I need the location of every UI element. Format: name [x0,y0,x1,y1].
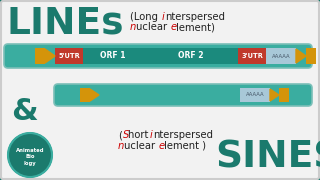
Text: lement): lement) [176,22,215,32]
Bar [240,88,270,102]
Text: hort: hort [128,130,151,140]
Text: n: n [130,22,136,32]
Text: (: ( [118,130,122,140]
Text: AAAAA: AAAAA [272,53,290,59]
Bar [80,88,90,102]
Text: S: S [123,130,129,140]
Text: i: i [162,12,165,22]
Text: LINEs: LINEs [6,6,124,42]
Bar [143,48,238,64]
Text: nterspersed: nterspersed [154,130,213,140]
Bar [35,48,45,64]
Polygon shape [270,89,279,101]
Text: i: i [150,130,153,140]
Text: logy: logy [24,161,36,165]
Text: &: & [11,98,37,127]
Text: AAAAA: AAAAA [246,93,264,98]
Text: lement ): lement ) [164,141,206,151]
Text: nterspersed: nterspersed [165,12,226,22]
Text: ORF 1: ORF 1 [100,51,126,60]
Bar [83,48,143,64]
Bar [266,48,296,64]
Polygon shape [296,49,306,63]
Circle shape [8,133,52,177]
Text: uclear: uclear [124,141,158,151]
Polygon shape [90,89,99,101]
Text: uclear: uclear [135,22,170,32]
Text: n: n [118,141,124,151]
Bar [306,48,316,64]
Text: SINES: SINES [215,139,320,175]
Text: e: e [171,22,177,32]
Text: 5'UTR: 5'UTR [58,53,80,59]
Bar [55,48,83,64]
Text: 3'UTR: 3'UTR [241,53,263,59]
Text: e: e [159,141,165,151]
Bar [279,88,289,102]
FancyBboxPatch shape [4,44,312,68]
Text: Bio: Bio [25,154,35,159]
Polygon shape [45,49,55,63]
Text: (Long: (Long [130,12,161,22]
Text: Animated: Animated [16,147,44,152]
Bar [238,48,266,64]
FancyBboxPatch shape [54,84,312,106]
Text: ORF 2: ORF 2 [178,51,203,60]
